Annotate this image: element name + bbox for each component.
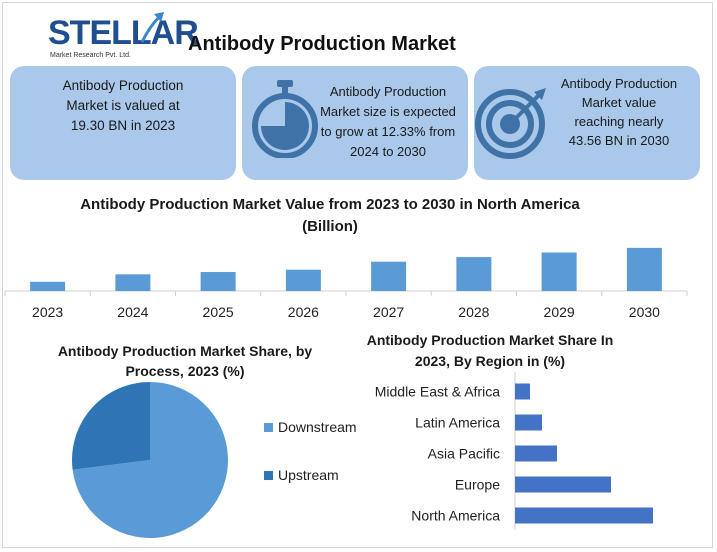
bar-2023 [30,281,66,291]
region-bar-latin-america [515,414,542,431]
x-tick-label: 2025 [203,304,234,320]
x-tick-label: 2027 [373,304,404,320]
valuation-card-text: Antibody Production Market is valued at … [20,76,226,136]
region-chart-title: Antibody Production Market Share In 2023… [350,330,630,372]
card-line: 19.30 BN in 2023 [70,118,176,133]
logo-tagline: Market Research Pvt. Ltd. [50,52,131,59]
card-line: Market value [581,95,657,110]
x-tick-label: 2023 [32,304,63,320]
page-title: Antibody Production Market [188,33,456,55]
pie-chart-title-line: Process, 2023 (%) [125,363,245,379]
card-line: 43.56 BN in 2030 [568,133,670,148]
growth-card: Antibody Production Market size is expec… [242,66,468,180]
logo-arrow-icon [140,12,164,43]
pie-slice-upstream [72,382,150,470]
card-line: 2024 to 2030 [350,144,426,159]
x-tick-label: 2028 [458,304,489,320]
bar-2030 [626,247,662,291]
region-bar-asia-pacific [515,445,557,462]
bar-chart-title: Antibody Production Market Value from 20… [40,194,620,238]
card-line: Market is valued at [66,98,180,113]
bar-chart-title-line: Antibody Production Market Value from 20… [80,196,580,213]
legend-label-upstream: Upstream [278,467,339,483]
forecast-card-text: Antibody Production Market value reachin… [544,74,694,150]
pie-chart: Downstream Upstream [72,382,357,538]
pie-chart-title: Antibody Production Market Share, by Pro… [40,341,330,381]
pie-slice-downstream [72,382,228,538]
forecast-card: Antibody Production Market value reachin… [474,66,700,180]
card-line: to grow at 12.33% from [320,124,456,139]
stopwatch-icon [252,80,318,158]
region-label: Latin America [415,415,500,431]
x-tick-label: 2024 [117,304,148,320]
x-tick-label: 2029 [544,304,575,320]
bar-2026 [285,269,321,291]
region-chart-title-line: 2023, By Region in (%) [414,353,566,369]
region-bar-chart: Middle East & Africa Latin America Asia Pa… [375,372,653,530]
bar-chart-title-line: (Billion) [302,218,358,235]
region-bar-middle-east-africa [515,383,530,400]
bar-2028 [456,257,492,291]
bar-2024 [115,274,151,291]
growth-card-text: Antibody Production Market size is expec… [312,82,464,162]
card-line: reaching nearly [574,114,664,129]
legend-label-downstream: Downstream [278,419,357,435]
card-line: Market size is expected [320,104,456,119]
logo-wordmark: STELLAR [48,14,199,52]
region-label: Asia Pacific [428,446,500,462]
card-line: Antibody Production [329,84,447,99]
bar-2027 [371,261,407,291]
x-tick-label: 2026 [288,304,319,320]
region-chart-title-line: Antibody Production Market Share In [366,332,614,348]
bar-2025 [200,272,236,291]
legend-swatch-downstream [264,423,273,432]
card-line: Antibody Production [560,76,678,91]
region-label: Middle East & Africa [375,384,500,400]
pie-chart-title-line: Antibody Production Market Share, by [57,343,313,359]
valuation-card: Antibody Production Market is valued at … [10,66,236,180]
region-bar-europe [515,476,611,493]
region-bar-north-america [515,507,653,524]
target-icon [475,88,546,159]
stellar-logo: STELLAR Market Research Pvt. Ltd. [48,8,199,64]
x-tick-label: 2030 [629,304,660,320]
legend-swatch-upstream [264,471,273,480]
bar-2029 [541,252,577,291]
region-label: North America [411,508,500,524]
region-label: Europe [455,477,500,493]
bar-chart: 2023 2024 2025 2026 2027 2028 2029 2030 [4,247,688,320]
card-line: Antibody Production [62,78,184,93]
